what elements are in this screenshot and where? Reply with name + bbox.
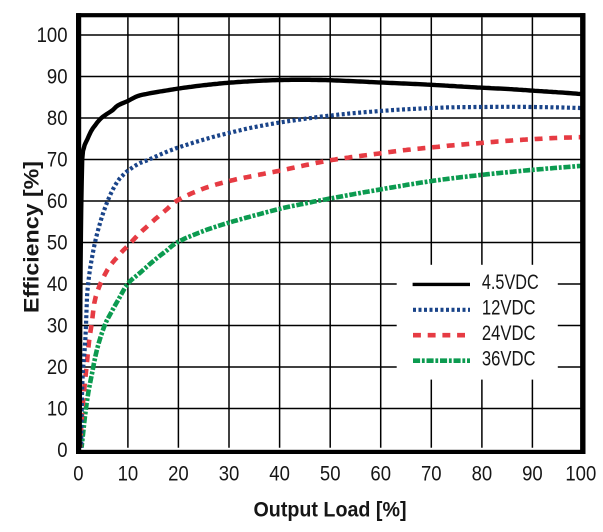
svg-text:0: 0 xyxy=(57,438,67,462)
svg-text:Output Load [%]: Output Load [%] xyxy=(254,497,407,521)
svg-text:0: 0 xyxy=(73,462,83,486)
svg-text:30: 30 xyxy=(47,314,68,338)
svg-text:50: 50 xyxy=(47,231,68,255)
svg-text:4.5VDC: 4.5VDC xyxy=(482,270,539,294)
svg-text:100: 100 xyxy=(37,23,68,47)
svg-text:12VDC: 12VDC xyxy=(482,295,536,319)
svg-text:90: 90 xyxy=(522,462,543,486)
svg-text:10: 10 xyxy=(47,397,68,421)
svg-text:40: 40 xyxy=(47,272,68,296)
svg-text:40: 40 xyxy=(269,462,290,486)
svg-text:24VDC: 24VDC xyxy=(482,321,536,345)
svg-text:10: 10 xyxy=(118,462,139,486)
svg-text:90: 90 xyxy=(47,65,68,89)
svg-text:100: 100 xyxy=(565,462,596,486)
svg-text:20: 20 xyxy=(47,355,68,379)
svg-text:80: 80 xyxy=(472,462,493,486)
svg-text:30: 30 xyxy=(219,462,240,486)
svg-text:70: 70 xyxy=(47,148,68,172)
svg-text:70: 70 xyxy=(421,462,442,486)
svg-text:Efficiency [%]: Efficiency [%] xyxy=(20,161,44,313)
svg-text:80: 80 xyxy=(47,106,68,130)
svg-text:60: 60 xyxy=(370,462,391,486)
svg-text:36VDC: 36VDC xyxy=(482,346,536,370)
svg-text:60: 60 xyxy=(47,189,68,213)
svg-text:50: 50 xyxy=(320,462,341,486)
svg-text:20: 20 xyxy=(168,462,189,486)
